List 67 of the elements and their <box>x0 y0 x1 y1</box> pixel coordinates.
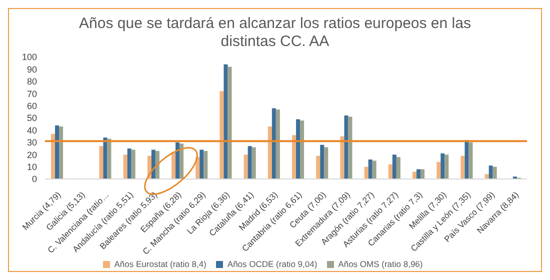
y-tick-label: 40 <box>26 125 37 136</box>
bar <box>272 108 276 179</box>
bar <box>172 152 176 179</box>
bar <box>320 144 324 179</box>
bar <box>103 138 108 179</box>
bar <box>368 159 372 179</box>
bar <box>224 64 228 179</box>
chart-title: Años que se tardará en alcanzar los ratios europeos en las distintas CC. AA <box>78 14 472 51</box>
bar <box>324 147 328 179</box>
bar <box>176 142 180 179</box>
bar <box>484 174 489 179</box>
bar <box>123 154 128 179</box>
bar <box>296 119 300 179</box>
bar <box>468 142 473 179</box>
bar <box>55 125 60 179</box>
bar <box>372 160 376 179</box>
bar <box>180 144 184 179</box>
bar <box>412 172 417 179</box>
bar <box>388 164 392 179</box>
bar <box>464 140 469 179</box>
bar <box>200 150 204 179</box>
bar <box>51 134 56 179</box>
bar <box>344 116 348 179</box>
bar <box>220 91 224 179</box>
bar <box>131 150 136 179</box>
bar <box>155 150 160 179</box>
y-tick-label: 70 <box>26 88 37 99</box>
bar <box>300 120 304 179</box>
bar <box>340 136 344 179</box>
bar <box>392 154 396 179</box>
y-tick-label: 100 <box>22 52 37 62</box>
bar <box>348 116 352 179</box>
bar <box>316 156 320 179</box>
bar <box>244 154 248 179</box>
bar <box>416 169 421 179</box>
bar <box>444 154 449 179</box>
y-tick-label: 20 <box>26 150 37 160</box>
bar <box>59 126 64 179</box>
bar <box>460 156 465 179</box>
y-tick-label: 10 <box>26 162 37 172</box>
bar <box>492 166 497 179</box>
bar <box>276 109 280 179</box>
legend-label: Años Eurostat (ratio 8,4) <box>114 259 206 269</box>
y-tick-label: 50 <box>26 113 37 124</box>
bar <box>107 138 112 179</box>
bar <box>436 162 441 179</box>
bar <box>99 146 104 179</box>
y-tick-label: 60 <box>26 100 37 111</box>
bar <box>488 166 493 179</box>
bar <box>396 157 400 179</box>
bar <box>252 147 256 179</box>
bar <box>204 150 208 179</box>
bar <box>268 126 272 179</box>
bar <box>127 148 132 179</box>
bar <box>248 146 252 179</box>
legend-label: Años OMS (ratio 8,96) <box>338 259 423 269</box>
bar <box>228 66 232 179</box>
bar <box>364 166 368 179</box>
bar <box>440 153 445 179</box>
y-tick-label: 90 <box>26 64 37 74</box>
legend-label: Años OCDE (ratio 9,04) <box>227 259 318 269</box>
bar <box>420 169 425 179</box>
y-tick-label: 80 <box>26 76 37 87</box>
y-tick-label: 0 <box>32 174 37 184</box>
bar <box>292 135 296 179</box>
bar <box>151 150 156 179</box>
y-tick-label: 30 <box>26 138 37 148</box>
